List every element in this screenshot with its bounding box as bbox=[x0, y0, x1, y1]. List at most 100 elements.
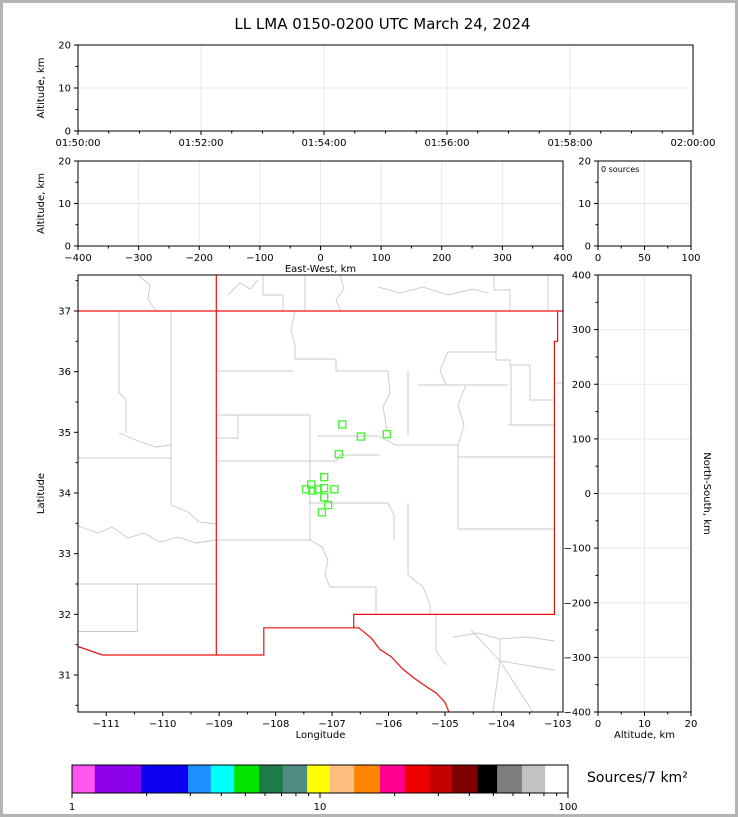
county-border-line bbox=[309, 539, 331, 588]
x-tick-label: −106 bbox=[375, 719, 402, 730]
county-border-line bbox=[335, 274, 345, 312]
state-border-line bbox=[353, 311, 559, 628]
y-tick-label: 10 bbox=[58, 199, 71, 210]
colorbar-tick-label: 100 bbox=[558, 802, 577, 813]
x-tick-label: 0 bbox=[595, 719, 601, 730]
x-tick-label: 0 bbox=[317, 253, 323, 264]
x-tick-label: 0 bbox=[595, 253, 601, 264]
colorbar-segment-18 bbox=[545, 765, 569, 793]
county-border-line bbox=[439, 351, 449, 386]
x-tick-label: −108 bbox=[262, 719, 289, 730]
lightning-source-marker bbox=[319, 473, 329, 482]
county-border-line bbox=[290, 310, 296, 359]
county-border-line bbox=[227, 279, 259, 296]
county-border-line bbox=[499, 660, 555, 671]
y-tick-label: 300 bbox=[572, 325, 591, 336]
x-tick-label: −100 bbox=[246, 253, 273, 264]
lightning-source-marker bbox=[308, 486, 317, 495]
lightning-source-marker bbox=[313, 485, 323, 494]
county-border-line bbox=[457, 384, 467, 446]
y-tick-label: 33 bbox=[58, 549, 71, 560]
y-tick-label: 20 bbox=[58, 41, 71, 52]
map-axes-frame bbox=[77, 274, 564, 713]
y-tick-label: 37 bbox=[58, 306, 71, 317]
county-border-line bbox=[407, 503, 431, 614]
y-tick-label: 0 bbox=[585, 489, 591, 500]
lma-figure-canvas: 01:50:00 01:52:00 01:54:00 01:56:00 01:58:00… bbox=[36, 41, 716, 814]
colorbar-segment-17 bbox=[521, 765, 546, 793]
county-border-line bbox=[435, 614, 447, 666]
colorbar-segment-6 bbox=[258, 765, 284, 793]
county-border-line bbox=[318, 435, 458, 446]
y-tick-label: 20 bbox=[58, 157, 71, 168]
lightning-source-marker bbox=[323, 500, 333, 510]
colorbar-segment-16 bbox=[497, 765, 523, 793]
ew_height-x-axis-label: East-West, km bbox=[285, 264, 356, 275]
y-tick-label: 36 bbox=[58, 367, 71, 378]
county-border-line bbox=[262, 275, 284, 311]
county-border-line bbox=[295, 358, 388, 372]
county-border-line bbox=[452, 632, 555, 642]
x-tick-label: 50 bbox=[638, 253, 651, 264]
county-border-line bbox=[118, 311, 127, 433]
county-border-line bbox=[118, 432, 172, 448]
x-tick-label: 100 bbox=[372, 253, 391, 264]
y-tick-label: 34 bbox=[58, 488, 71, 499]
county-border-line bbox=[310, 454, 380, 462]
lightning-source-marker bbox=[301, 485, 311, 494]
x-tick-label: 02:00:00 bbox=[671, 138, 716, 149]
y-tick-label: −300 bbox=[564, 653, 591, 664]
county-border-line bbox=[170, 311, 217, 525]
colorbar-segment-14 bbox=[451, 765, 479, 793]
colorbar-segment-7 bbox=[282, 765, 308, 793]
ns_height-y-axis-label-right: North-South, km bbox=[701, 452, 712, 535]
y-tick-label: 20 bbox=[578, 157, 591, 168]
x-tick-label: 400 bbox=[553, 253, 572, 264]
colorbar-segment-5 bbox=[234, 765, 260, 793]
county-border-line bbox=[382, 370, 391, 431]
y-tick-label: −100 bbox=[564, 544, 591, 555]
x-tick-label: 10 bbox=[638, 719, 651, 730]
colorbar-segment-2 bbox=[140, 765, 189, 793]
colorbar-tick-label: 1 bbox=[69, 802, 75, 813]
x-tick-label: 100 bbox=[681, 253, 700, 264]
y-tick-label: −200 bbox=[564, 598, 591, 609]
county-border-line bbox=[448, 351, 530, 366]
ew_height-y-axis-label: Altitude, km bbox=[36, 173, 47, 234]
colorbar-segment-11 bbox=[380, 765, 406, 793]
y-tick-label: 400 bbox=[572, 271, 591, 282]
x-tick-label: −111 bbox=[92, 719, 119, 730]
colorbar-tick-label: 10 bbox=[314, 802, 327, 813]
time_height-y-axis-label: Altitude, km bbox=[36, 58, 47, 119]
x-tick-label: −104 bbox=[488, 719, 515, 730]
y-tick-label: −400 bbox=[564, 708, 591, 719]
x-tick-label: −105 bbox=[431, 719, 458, 730]
x-tick-label: −300 bbox=[125, 253, 152, 264]
county-border-line bbox=[529, 365, 555, 401]
y-tick-label: 35 bbox=[58, 428, 71, 439]
county-border-line bbox=[377, 286, 489, 296]
colorbar-segment-8 bbox=[307, 765, 331, 793]
y-tick-label: 0 bbox=[65, 242, 71, 253]
colorbar-segment-3 bbox=[188, 765, 212, 793]
x-tick-label: 01:54:00 bbox=[302, 138, 347, 149]
map-border-layer bbox=[77, 274, 563, 713]
lightning-source-marker bbox=[319, 483, 329, 493]
ns_height-x-axis-label: Altitude, km bbox=[614, 730, 675, 741]
lightning-source-marker bbox=[306, 480, 316, 489]
x-tick-label: 20 bbox=[685, 719, 698, 730]
colorbar-segment-12 bbox=[404, 765, 431, 793]
colorbar-segment-10 bbox=[354, 765, 381, 793]
colorbar-segment-13 bbox=[430, 765, 453, 793]
y-tick-label: 0 bbox=[585, 242, 591, 253]
x-tick-label: 200 bbox=[432, 253, 451, 264]
x-tick-label: −110 bbox=[149, 719, 176, 730]
map-y-axis-label: Latitude bbox=[36, 473, 47, 514]
x-tick-label: 300 bbox=[493, 253, 512, 264]
x-tick-label: 01:58:00 bbox=[548, 138, 593, 149]
lightning-source-marker bbox=[356, 432, 366, 441]
y-tick-label: 100 bbox=[572, 434, 591, 445]
y-tick-label: 200 bbox=[572, 380, 591, 391]
colorbar-segment-15 bbox=[477, 765, 498, 793]
